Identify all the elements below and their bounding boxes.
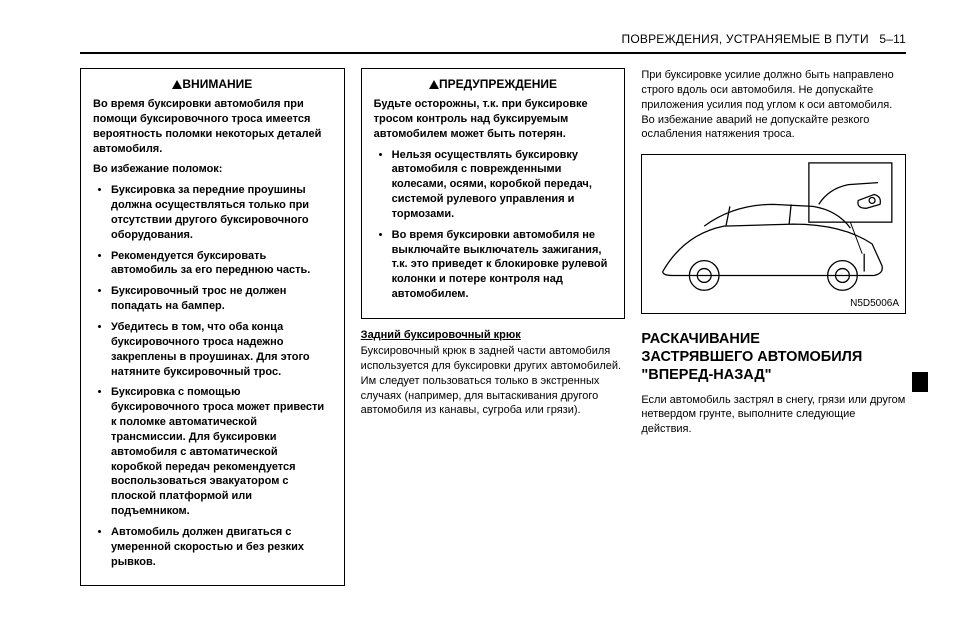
warning-intro: Будьте осторожны, т.к. при буксировке тр…	[374, 97, 613, 142]
column-3: При буксировке усилие должно быть направ…	[641, 68, 906, 586]
rear-hook-paragraph: Буксировочный крюк в задней части автомо…	[361, 344, 626, 418]
running-header: ПОВРЕЖДЕНИЯ, УСТРАНЯЕМЫЕ В ПУТИ 5–11	[80, 32, 906, 46]
list-item: Буксировка с помощью буксировочного трос…	[111, 385, 332, 519]
h2-line: ЗАСТРЯВШЕГО АВТОМОБИЛЯ	[641, 349, 862, 365]
figure-rear-hook: N5D5006A	[641, 154, 906, 314]
h2-line: "ВПЕРЕД-НАЗАД"	[641, 367, 771, 383]
list-item: Нельзя осуществлять буксировку автомобил…	[392, 148, 613, 222]
caution-list: Буксировка за передние проушины должна о…	[93, 183, 332, 569]
column-1: ВНИМАНИЕ Во время буксировки автомобиля …	[80, 68, 345, 586]
towing-note: При буксировке усилие должно быть направ…	[641, 68, 906, 142]
caution-title: ВНИМАНИЕ	[93, 77, 332, 91]
caution-title-text: ВНИМАНИЕ	[182, 77, 252, 91]
page-number: 5–11	[879, 32, 906, 46]
h2-line: РАСКАЧИВАНИЕ	[641, 331, 760, 347]
list-item: Буксировка за передние проушины должна о…	[111, 183, 332, 242]
list-item: Убедитесь в том, что оба конца буксирово…	[111, 320, 332, 379]
section-title: ПОВРЕЖДЕНИЯ, УСТРАНЯЕМЫЕ В ПУТИ	[622, 32, 869, 46]
warning-list: Нельзя осуществлять буксировку автомобил…	[374, 148, 613, 302]
thumb-tab	[912, 372, 928, 392]
list-item: Буксировочный трос не должен попадать на…	[111, 284, 332, 314]
warning-title: ПРЕДУПРЕЖДЕНИЕ	[374, 77, 613, 91]
rocking-paragraph: Если автомобиль застрял в снегу, грязи и…	[641, 393, 906, 438]
list-item: Рекомендуется буксировать автомобиль за …	[111, 249, 332, 279]
figure-label: N5D5006A	[850, 298, 899, 309]
car-illustration	[642, 155, 905, 313]
caution-box: ВНИМАНИЕ Во время буксировки автомобиля …	[80, 68, 345, 586]
rear-hook-heading: Задний буксировочный крюк	[361, 329, 626, 341]
caution-sub: Во избежание поломок:	[93, 162, 332, 177]
column-2: ПРЕДУПРЕЖДЕНИЕ Будьте осторожны, т.к. пр…	[361, 68, 626, 586]
rocking-heading: РАСКАЧИВАНИЕ ЗАСТРЯВШЕГО АВТОМОБИЛЯ "ВПЕ…	[641, 330, 906, 384]
list-item: Автомобиль должен двигаться с умеренной …	[111, 525, 332, 570]
warning-title-text: ПРЕДУПРЕЖДЕНИЕ	[439, 77, 557, 91]
caution-intro: Во время буксировки автомобиля при помощ…	[93, 97, 332, 156]
warning-icon	[172, 80, 182, 89]
warning-icon	[429, 80, 439, 89]
list-item: Во время буксировки автомобиля не выключ…	[392, 228, 613, 302]
warning-box: ПРЕДУПРЕЖДЕНИЕ Будьте осторожны, т.к. пр…	[361, 68, 626, 319]
header-rule	[80, 52, 906, 54]
